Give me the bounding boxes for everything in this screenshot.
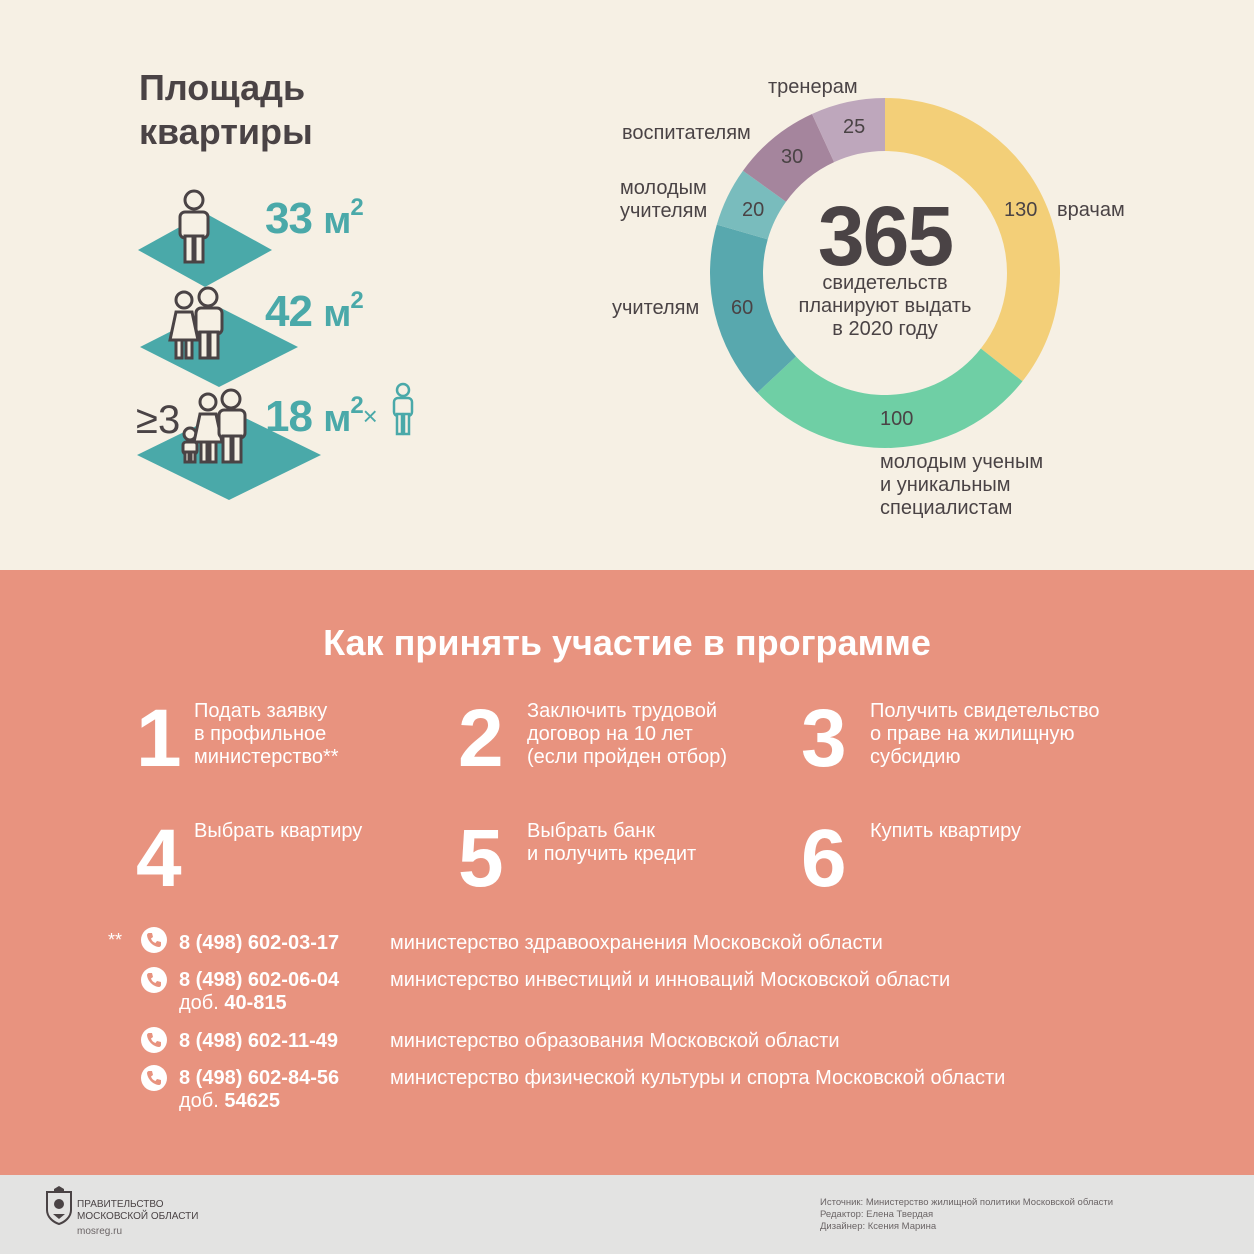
government-name: ПРАВИТЕЛЬСТВО МОСКОВСКОЙ ОБЛАСТИ bbox=[77, 1199, 199, 1222]
step-text-4: Выбрать квартиру bbox=[194, 820, 363, 842]
per-person-icon bbox=[392, 382, 414, 436]
step-text-5: Выбрать банк и получить кредит bbox=[527, 820, 697, 865]
area-value-single: 33 м2 bbox=[265, 194, 364, 243]
family-icon bbox=[181, 388, 247, 464]
family-size-prefix: ≥3 bbox=[136, 398, 181, 442]
couple-icon bbox=[168, 286, 224, 360]
step-text-2: Заключить трудовой договор на 10 лет (ес… bbox=[527, 700, 728, 768]
contact-ministry-2: министерство инвестиций и инноваций Моск… bbox=[390, 969, 951, 991]
contact-ministry-4: министерство физической культуры и спорт… bbox=[390, 1067, 1006, 1089]
segment-value-teachers: 60 bbox=[731, 297, 754, 319]
single-person-icon bbox=[178, 189, 210, 264]
footer-section bbox=[0, 1175, 1254, 1254]
donut-segment-educators bbox=[742, 113, 835, 202]
step-text-3: Получить свидетельство о праве на жилищн… bbox=[870, 700, 1100, 768]
area-value-couple: 42 м2 bbox=[265, 287, 364, 336]
credits-source: Источник: Министерство жилищной политики… bbox=[820, 1197, 1114, 1208]
step-number-5: 5 bbox=[458, 813, 504, 904]
government-emblem-icon bbox=[46, 1186, 72, 1226]
credits: Источник: Министерство жилищной политики… bbox=[820, 1197, 1113, 1233]
segment-value-coaches: 25 bbox=[843, 116, 866, 138]
segment-label-scientists: молодым ученым и уникальным специалистам bbox=[880, 451, 1044, 519]
segment-label-young-teachers: молодым учителям bbox=[620, 177, 708, 222]
area-title: Площадь квартиры bbox=[139, 67, 313, 152]
area-value-family: 18 м2× bbox=[265, 392, 378, 441]
phone-icon bbox=[141, 1065, 167, 1091]
step-number-6: 6 bbox=[801, 813, 847, 904]
donut-center-text: свидетельств планируют выдать в 2020 год… bbox=[798, 272, 972, 340]
donut-segment-scientists bbox=[757, 348, 1023, 448]
phone-icon bbox=[141, 1027, 167, 1053]
footnote-mark: ** bbox=[108, 930, 123, 950]
donut-segment-coaches bbox=[811, 98, 885, 163]
credits-designer: Дизайнер: Ксения Марина bbox=[820, 1221, 937, 1232]
contact-phone-1: 8 (498) 602-03-17 bbox=[179, 932, 340, 954]
contact-ext-2: доб. 40-815 bbox=[179, 992, 287, 1014]
segment-value-scientists: 100 bbox=[880, 408, 914, 430]
donut-center-number: 365 bbox=[817, 189, 954, 283]
segment-value-doctors: 130 bbox=[1004, 199, 1038, 221]
segment-label-educators: воспитателям bbox=[622, 122, 751, 144]
phone-icon bbox=[141, 927, 167, 953]
phone-icon bbox=[141, 967, 167, 993]
segment-label-doctors: врачам bbox=[1057, 199, 1125, 221]
program-steps-title: Как принять участие в программе bbox=[323, 622, 931, 663]
donut-segment-young-teachers bbox=[716, 170, 786, 240]
segment-label-coaches: тренерам bbox=[768, 76, 858, 98]
step-text-6: Купить квартиру bbox=[870, 820, 1021, 842]
segment-label-teachers: учителям bbox=[612, 297, 700, 319]
contact-ministry-3: министерство образования Московской обла… bbox=[390, 1030, 840, 1052]
segment-value-educators: 30 bbox=[781, 146, 804, 168]
program-section bbox=[0, 570, 1254, 1175]
contact-phone-4: 8 (498) 602-84-56 bbox=[179, 1067, 340, 1089]
step-number-2: 2 bbox=[458, 693, 504, 784]
contact-phone-3: 8 (498) 602-11-49 bbox=[179, 1030, 339, 1052]
government-site-link[interactable]: mosreg.ru bbox=[77, 1226, 123, 1237]
floor-diamond-1 bbox=[138, 213, 272, 287]
area-illustrations bbox=[137, 189, 414, 500]
certificates-donut-chart bbox=[710, 98, 1060, 448]
segment-value-young-teachers: 20 bbox=[742, 199, 765, 221]
contact-ext-4: доб. 54625 bbox=[179, 1090, 280, 1112]
step-number-3: 3 bbox=[801, 693, 847, 784]
contact-phone-2: 8 (498) 602-06-04 bbox=[179, 969, 340, 991]
credits-editor: Редактор: Елена Твердая bbox=[820, 1209, 934, 1220]
step-text-1: Подать заявку в профильное министерство*… bbox=[194, 700, 339, 768]
step-number-4: 4 bbox=[136, 813, 182, 904]
donut-segment-teachers bbox=[710, 224, 796, 393]
step-number-1: 1 bbox=[136, 693, 182, 784]
donut-segment-doctors bbox=[885, 98, 1060, 382]
contact-ministry-1: министерство здравоохранения Московской … bbox=[390, 932, 883, 954]
